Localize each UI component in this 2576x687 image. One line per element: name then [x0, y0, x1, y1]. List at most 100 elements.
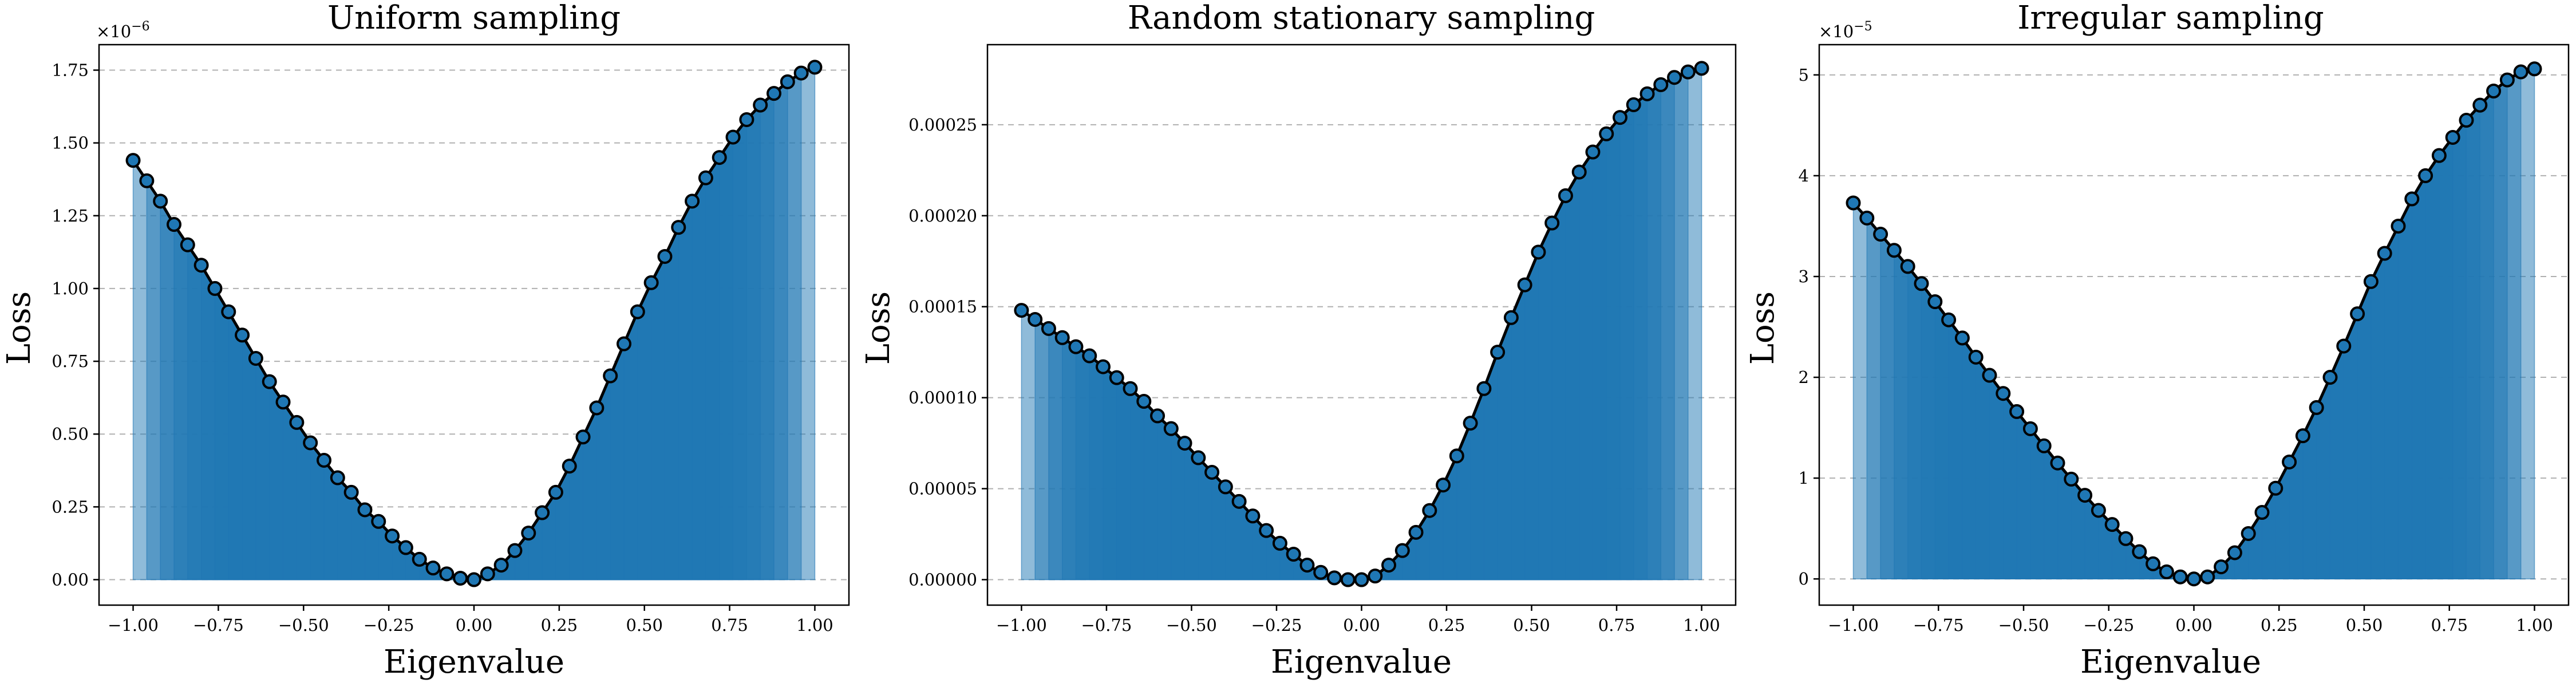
data-point	[1150, 408, 1165, 424]
data-point	[1354, 572, 1369, 587]
data-point	[1286, 547, 1301, 562]
x-tick-label: −1.00	[996, 615, 1047, 635]
data-point	[1095, 359, 1111, 374]
data-point	[303, 435, 318, 451]
y-tick-label: 0.00015	[908, 297, 977, 317]
y-tick-label: 1.50	[52, 133, 89, 153]
data-point	[685, 194, 700, 209]
data-point	[1109, 370, 1124, 385]
data-point	[698, 170, 713, 185]
data-point	[1585, 144, 1601, 160]
data-point	[1394, 543, 1410, 558]
data-point	[1340, 572, 1356, 587]
data-point	[507, 543, 523, 558]
data-point	[1123, 381, 1138, 396]
data-point	[2445, 129, 2460, 145]
data-point	[2064, 471, 2079, 487]
y-tick-label: 4	[1799, 166, 1809, 185]
panel-irregular-sampling: Irregular sampling Eigenvalue Loss ×10−5…	[1744, 0, 2570, 681]
data-point	[1231, 493, 1247, 509]
data-point	[343, 484, 359, 500]
data-point	[2268, 480, 2283, 496]
y-tick-label: 0.50	[52, 424, 89, 444]
data-point	[657, 248, 673, 264]
data-point	[521, 526, 536, 541]
y-tick-label: 0.75	[52, 352, 89, 371]
panel-uniform-sampling: Uniform sampling Eigenvalue Loss ×10−6 −…	[1, 0, 850, 681]
data-point	[535, 505, 550, 520]
data-point	[330, 470, 345, 485]
data-point	[1544, 215, 1560, 231]
x-tick-label: −0.25	[1251, 615, 1302, 635]
x-axis-ticks: −1.00 −0.75 −0.50 −0.25 0.00 0.25 0.50 0.75 1.00	[1828, 605, 2553, 635]
y-tick-label: 5	[1799, 65, 1809, 85]
data-point	[1259, 523, 1274, 538]
data-point	[2499, 72, 2515, 88]
y-tick-label: 2	[1799, 368, 1809, 387]
data-point	[712, 150, 727, 165]
data-point	[1996, 386, 2011, 401]
x-axis-label: Eigenvalue	[2080, 643, 2261, 681]
y-tick-label: 0.00010	[908, 388, 977, 408]
data-point	[1014, 303, 1029, 318]
data-point	[2486, 83, 2502, 98]
data-point	[207, 281, 223, 296]
data-point	[2132, 544, 2147, 559]
data-point	[1041, 321, 1056, 336]
y-axis-label: Loss	[860, 291, 897, 365]
data-point	[2091, 503, 2106, 518]
y-tick-label: 1.25	[52, 206, 89, 226]
data-point	[2418, 168, 2433, 183]
data-point	[793, 65, 809, 81]
x-tick-label: 1.00	[796, 615, 833, 635]
data-point	[2431, 148, 2447, 163]
data-point	[1503, 310, 1519, 325]
data-point	[1846, 195, 1861, 211]
data-point	[1463, 416, 1478, 431]
data-point	[275, 394, 291, 410]
data-point	[2104, 517, 2120, 532]
data-point	[1558, 188, 1573, 203]
y-axis-ticks: 0.00 0.25 0.50 0.75 1.00 1.25 1.50 1.75	[52, 61, 99, 590]
x-axis-ticks: −1.00 −0.75 −0.50 −0.25 0.00 0.25 0.50 0.75 1.00	[996, 605, 1720, 635]
data-point	[1422, 503, 1437, 518]
data-point	[1859, 210, 1875, 226]
y-tick-label: 1.00	[52, 279, 89, 298]
data-point	[2186, 571, 2202, 587]
data-point	[1626, 97, 1641, 112]
data-point	[1900, 259, 1915, 274]
data-point	[1054, 330, 1070, 345]
data-point	[2172, 569, 2188, 585]
data-point	[562, 459, 577, 474]
y-offset-label: ×10−5	[1819, 19, 1872, 41]
x-tick-label: −0.25	[364, 615, 414, 635]
data-point	[2050, 455, 2065, 471]
data-point	[2363, 274, 2379, 289]
data-point	[2159, 564, 2174, 579]
data-point	[739, 112, 754, 127]
x-tick-label: 1.00	[1683, 615, 1720, 635]
data-point	[1680, 64, 1696, 80]
y-tick-label: 0.25	[52, 497, 89, 516]
x-axis-label: Eigenvalue	[384, 643, 564, 681]
y-tick-label: 0.00000	[908, 570, 977, 590]
data-point	[1326, 570, 1342, 586]
data-point	[1136, 394, 1152, 409]
data-point	[2254, 505, 2270, 520]
data-point	[1954, 330, 1970, 346]
y-tick-label: 3	[1799, 267, 1809, 286]
data-point	[1163, 421, 1179, 436]
data-point	[2200, 569, 2215, 585]
data-point	[1191, 450, 1206, 465]
x-tick-label: 0.00	[456, 615, 493, 635]
y-tick-label: 1	[1799, 468, 1809, 488]
data-point	[643, 275, 659, 290]
data-point	[2472, 97, 2488, 113]
x-tick-label: 0.25	[541, 615, 578, 635]
data-point	[2459, 113, 2474, 128]
data-point	[1082, 348, 1097, 364]
data-point	[2295, 428, 2310, 444]
data-point	[2146, 556, 2161, 571]
data-point	[1914, 276, 1929, 291]
